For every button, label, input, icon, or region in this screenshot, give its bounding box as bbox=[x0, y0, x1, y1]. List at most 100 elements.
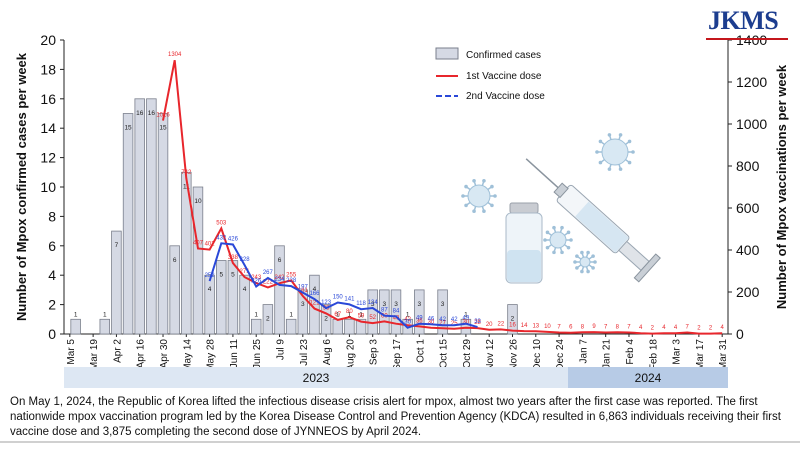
case-bar-label: 1 bbox=[348, 311, 352, 318]
dose1-label: 9 bbox=[592, 324, 596, 330]
x-tick-label: Mar 31 bbox=[718, 339, 729, 371]
dose1-label: 20 bbox=[486, 322, 493, 328]
figure-caption: On May 1, 2024, the Republic of Korea li… bbox=[10, 396, 781, 438]
dose1-label: 222 bbox=[263, 279, 274, 285]
dose2-label: 197 bbox=[298, 285, 309, 291]
case-bar bbox=[507, 304, 518, 335]
dose1-label: 30 bbox=[428, 320, 435, 326]
case-bar bbox=[146, 98, 157, 335]
dose1-label: 121 bbox=[309, 301, 320, 307]
dose1-label: 338 bbox=[228, 255, 239, 261]
dose1-label: 8 bbox=[616, 324, 620, 330]
case-bar-label: 1 bbox=[336, 311, 340, 318]
case-bar bbox=[70, 318, 81, 335]
y-right-tick-label: 800 bbox=[736, 158, 760, 174]
dose1-label: 7 bbox=[686, 325, 690, 331]
case-bar-label: 11 bbox=[183, 183, 190, 190]
case-bar-label: 3 bbox=[441, 301, 445, 308]
dose2-label: 46 bbox=[428, 316, 435, 322]
dose1-label: 181 bbox=[298, 288, 309, 294]
case-bar bbox=[332, 318, 343, 335]
year-band-2023 bbox=[64, 367, 568, 388]
x-tick-label: Jul 23 bbox=[299, 339, 310, 366]
dose2-label: 252 bbox=[205, 273, 216, 279]
dose1-label: 36 bbox=[416, 318, 423, 324]
case-bar-label: 6 bbox=[173, 257, 177, 264]
virus-icon bbox=[595, 133, 635, 171]
case-bar-label: 1 bbox=[289, 311, 293, 318]
case-bar-label: 7 bbox=[115, 242, 119, 249]
dose1-label: 2 bbox=[697, 326, 701, 332]
x-tick-label: Jun 25 bbox=[252, 339, 263, 369]
y-left-tick-label: 10 bbox=[40, 179, 56, 195]
y-right-tick-label: 1200 bbox=[736, 74, 767, 90]
case-bar-label: 3 bbox=[301, 301, 305, 308]
dose2-label: 166 bbox=[309, 291, 320, 297]
dose1-label: 7 bbox=[604, 325, 608, 331]
case-bar-label: 16 bbox=[148, 110, 156, 117]
y-left-tick-label: 2 bbox=[48, 297, 56, 313]
y-left-tick-label: 8 bbox=[48, 208, 56, 224]
x-tick-label: Jan 21 bbox=[602, 339, 613, 369]
dose1-label: 59 bbox=[358, 314, 365, 320]
vial-liquid bbox=[507, 250, 541, 282]
dose1-label: 6 bbox=[569, 325, 573, 331]
dose2-line bbox=[208, 242, 478, 329]
syringe-icon bbox=[525, 158, 661, 283]
dose1-label: 242 bbox=[275, 275, 286, 281]
case-bar bbox=[250, 318, 262, 335]
dose1-label: 4 bbox=[674, 325, 678, 331]
x-tick-label: Oct 15 bbox=[439, 339, 450, 369]
x-tick-label: Aug 6 bbox=[322, 339, 333, 366]
dose2-label: 226 bbox=[251, 279, 262, 285]
dose1-label: 28 bbox=[474, 320, 481, 326]
x-tick-label: Apr 2 bbox=[112, 339, 123, 363]
x-tick-label: Mar 19 bbox=[89, 339, 100, 371]
case-bar-label: 6 bbox=[278, 257, 282, 264]
y-left-tick-label: 16 bbox=[40, 91, 56, 107]
x-tick-label: Oct 1 bbox=[415, 339, 426, 363]
dose1-label: 742 bbox=[181, 170, 192, 176]
x-tick-label: May 14 bbox=[182, 339, 193, 372]
dose2-label: 432 bbox=[216, 235, 227, 241]
case-bar bbox=[99, 318, 110, 335]
vial-cap bbox=[509, 202, 539, 214]
dose2-label: 123 bbox=[321, 300, 332, 306]
case-bar-label: 2 bbox=[324, 316, 328, 323]
x-tick-label: Feb 4 bbox=[625, 339, 636, 365]
case-bar-label: 1 bbox=[254, 311, 258, 318]
case-bar bbox=[157, 113, 169, 335]
x-tick-label: Oct 29 bbox=[462, 339, 473, 369]
dose1-label: 14 bbox=[521, 323, 528, 329]
case-bar-label: 4 bbox=[208, 286, 212, 293]
case-bar bbox=[344, 318, 355, 335]
x-tick-label: Mar 3 bbox=[672, 339, 683, 365]
dose1-label: 27 bbox=[439, 320, 446, 326]
case-bar-label: 3 bbox=[417, 301, 421, 308]
case-bar-label: 3 bbox=[371, 301, 375, 308]
case-bar bbox=[285, 318, 297, 335]
dose1-label: 8 bbox=[581, 324, 585, 330]
y-left-tick-label: 12 bbox=[40, 150, 56, 166]
case-bar bbox=[437, 289, 448, 335]
y-right-tick-label: 600 bbox=[736, 200, 760, 216]
dose1-label: 7 bbox=[557, 325, 561, 331]
case-bar-label: 4 bbox=[313, 286, 317, 293]
y-left-tick-label: 18 bbox=[40, 61, 56, 77]
case-bar bbox=[274, 245, 285, 335]
dose2-label: 49 bbox=[463, 316, 470, 322]
y-right-tick-label: 0 bbox=[736, 326, 744, 342]
dose1-label: 49 bbox=[393, 316, 400, 322]
dose1-label: 67 bbox=[334, 312, 341, 318]
case-bar-label: 1 bbox=[359, 311, 363, 318]
dose2-label: 234 bbox=[275, 277, 286, 283]
case-bar bbox=[460, 318, 472, 335]
dose2-label: 150 bbox=[333, 295, 344, 301]
dose1-label: 1016 bbox=[156, 113, 170, 119]
y-right-tick-label: 1000 bbox=[736, 116, 767, 132]
case-bar bbox=[239, 274, 250, 335]
legend-cases-swatch bbox=[435, 47, 459, 60]
dose2-label: 328 bbox=[240, 257, 251, 263]
x-tick-label: Jul 9 bbox=[276, 339, 287, 361]
case-bar bbox=[192, 186, 204, 335]
